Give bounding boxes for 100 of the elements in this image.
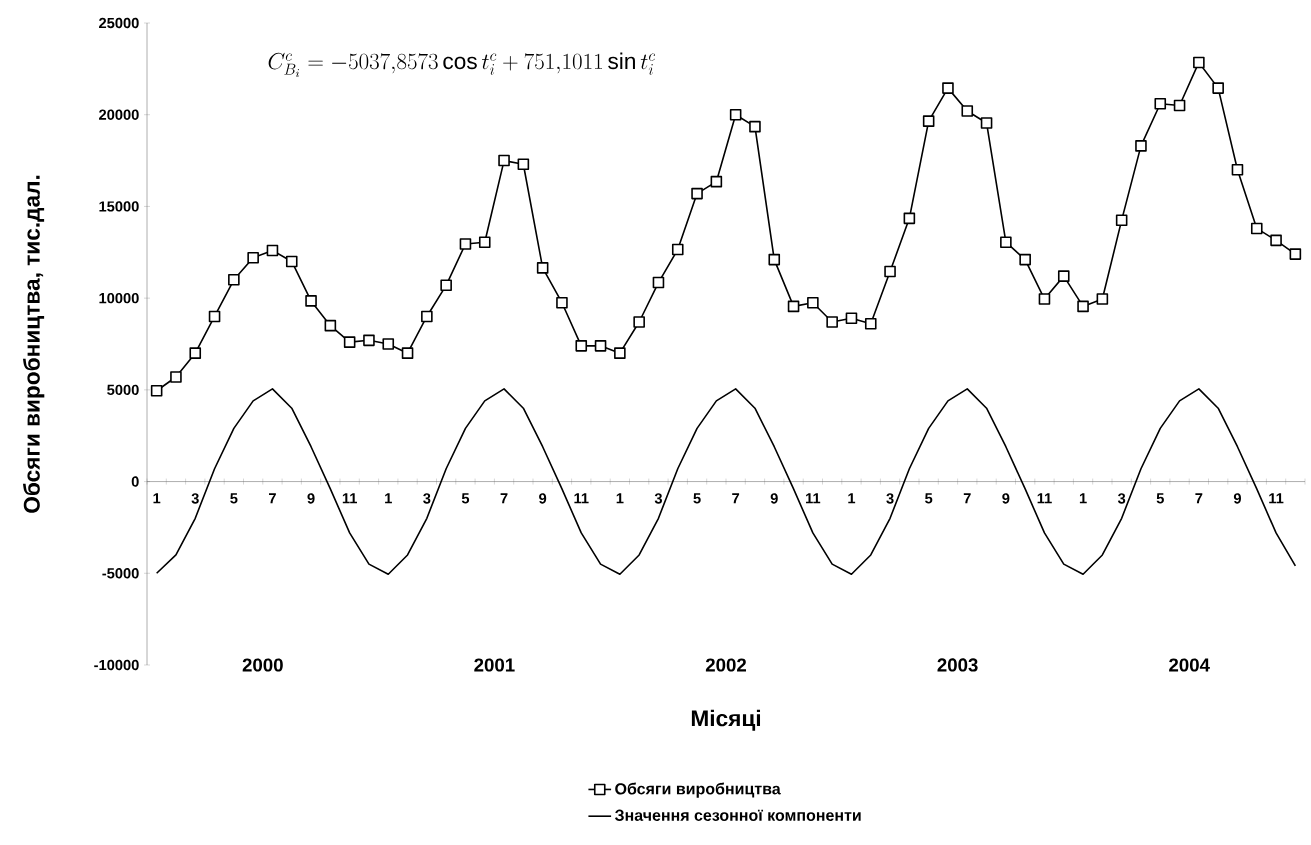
- point: [633, 316, 645, 328]
- x-tick-label: 1: [153, 493, 161, 504]
- annotation: $C^{c}_{B_i} = -5037{,}8573\cos t_i^{c} + 751{,}1011\sin t_i^{c}$: [268, 52, 656, 78]
- x-tick-label: 5: [693, 493, 701, 504]
- x-axis-title: Місяці: [691, 709, 761, 731]
- point: [285, 255, 298, 268]
- y-tick-label: 25000: [99, 17, 139, 29]
- point: [1212, 82, 1224, 94]
- x-tick-label: 11: [574, 493, 589, 504]
- x-tick-label: 7: [1195, 493, 1203, 504]
- x-tick-label: 9: [1002, 493, 1010, 504]
- point: [942, 82, 954, 94]
- point: [382, 338, 395, 350]
- x-tick-label: 1: [616, 493, 624, 504]
- point: [884, 265, 896, 278]
- x-tick-label: 9: [307, 493, 315, 504]
- x-tick-label: 3: [423, 493, 431, 504]
- point: [324, 319, 337, 332]
- x-tick-label: 9: [1233, 493, 1241, 504]
- point: [556, 296, 568, 309]
- x-tick-label: 11: [1269, 493, 1284, 504]
- point: [1154, 97, 1167, 110]
- point: [845, 312, 858, 325]
- legend-label: Значення сезонної компоненти: [614, 809, 861, 821]
- point: [421, 310, 433, 323]
- legend-label: Обсяги виробництва: [615, 782, 781, 798]
- point: [208, 310, 221, 323]
- x-tick-label: 7: [500, 493, 508, 504]
- x-tick-label: 7: [732, 493, 740, 504]
- x-tick-label: 3: [1117, 493, 1126, 504]
- x-tick-label: 1: [385, 493, 392, 504]
- point: [459, 238, 472, 250]
- annotation: 2000: [242, 658, 283, 672]
- x-tick-label: 3: [191, 493, 199, 504]
- x-tick-label: 9: [539, 493, 547, 504]
- point: [1193, 56, 1205, 69]
- point: [1077, 300, 1089, 313]
- point: [1019, 253, 1031, 266]
- x-tick-label: 11: [806, 493, 821, 504]
- x-tick-label: 7: [269, 493, 276, 504]
- point: [1289, 248, 1302, 260]
- point: [691, 187, 703, 200]
- x-tick-label: 3: [654, 493, 662, 504]
- y-tick-label: -5000: [102, 568, 139, 579]
- point: [922, 115, 935, 127]
- y-tick-label: 20000: [99, 109, 139, 120]
- point: [903, 212, 916, 225]
- point: [343, 336, 356, 348]
- y-tick-label: 0: [131, 476, 139, 487]
- point: [170, 371, 182, 383]
- y-tick-label: 5000: [107, 384, 139, 396]
- annotation: 2002: [705, 658, 746, 672]
- x-tick-label: 11: [1037, 493, 1052, 504]
- point: [614, 347, 626, 359]
- point: [1057, 270, 1070, 282]
- x-tick-label: 9: [770, 493, 778, 504]
- x-tick-label: 7: [963, 493, 971, 504]
- x-tick-label: 5: [230, 493, 238, 504]
- y-tick-label: 10000: [99, 292, 139, 304]
- point: [826, 316, 838, 328]
- point: [228, 274, 240, 286]
- point: [575, 340, 588, 352]
- point: [1096, 293, 1109, 305]
- point: [961, 105, 974, 117]
- point: [247, 251, 259, 264]
- annotation: 2001: [474, 658, 515, 672]
- x-tick-label: 1: [848, 493, 856, 504]
- point: [749, 120, 761, 133]
- annotation: 2003: [937, 658, 978, 672]
- x-tick-label: 1: [1079, 493, 1087, 504]
- point: [478, 236, 491, 248]
- x-tick-label: 11: [342, 493, 357, 504]
- point: [517, 158, 530, 171]
- x-tick-label: 3: [886, 493, 894, 504]
- point: [652, 276, 665, 289]
- point: [768, 253, 781, 266]
- point: [807, 296, 819, 309]
- line-series: [155, 388, 1297, 575]
- point: [1000, 236, 1012, 248]
- point: [150, 384, 163, 397]
- point: [189, 347, 202, 359]
- y-tick-label: -10000: [94, 659, 139, 671]
- point: [305, 295, 317, 307]
- point: [1135, 140, 1147, 152]
- point: [1115, 214, 1128, 226]
- x-tick-label: 5: [925, 493, 933, 504]
- point: [1250, 222, 1263, 235]
- point: [729, 108, 742, 121]
- x-tick-label: 5: [1156, 493, 1164, 504]
- point: [1038, 293, 1051, 305]
- point: [594, 340, 607, 352]
- point: [440, 279, 452, 292]
- point: [980, 117, 993, 129]
- point: [498, 154, 510, 167]
- point: [1270, 234, 1282, 247]
- y-tick-label: 15000: [99, 201, 139, 212]
- point: [1173, 99, 1186, 112]
- point: [266, 244, 279, 257]
- point: [536, 262, 549, 274]
- point: [787, 300, 800, 313]
